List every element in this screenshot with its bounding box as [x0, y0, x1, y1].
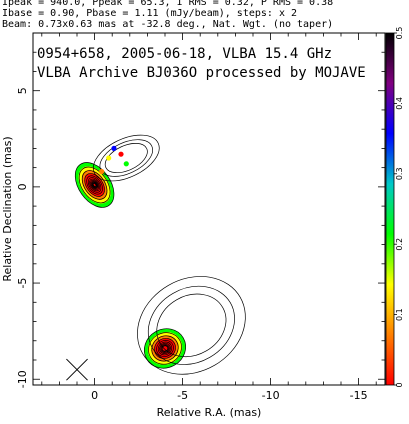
- chart-title-line-1: 0954+658, 2005-06-18, VLBA 15.4 GHz: [37, 46, 332, 62]
- polarization-point-2: [123, 161, 129, 167]
- contour-knot-7: [160, 343, 170, 353]
- x-tick-label: -10: [262, 389, 280, 402]
- contour-inner-jet-2: [104, 143, 148, 174]
- polarization-point-1: [118, 151, 124, 157]
- contour-knot-5: [157, 341, 173, 356]
- contour-core-3: [84, 173, 105, 197]
- contour-knot-6: [159, 342, 171, 354]
- polarization-point-3: [106, 155, 112, 161]
- x-axis-label: Relative R.A. (mas): [157, 406, 262, 419]
- contour-core-1: [78, 166, 111, 204]
- x-tick-label: -15: [350, 389, 368, 402]
- chart-title-line-2: VLBA Archive BJ036O processed by MOJAVE: [37, 65, 366, 81]
- axis-layer: 0 -5 -10 -15 5 0 -5 -10: [16, 32, 385, 402]
- x-tick-label: -5: [177, 389, 188, 402]
- contour-inner-jet-0: [93, 134, 160, 182]
- polarization-point-0: [111, 145, 117, 152]
- polarization-point-4: [99, 168, 105, 175]
- colorbar-tick-label: 0.1: [395, 308, 404, 321]
- contour-extended-jet-1: [147, 285, 235, 365]
- y-tick-label: -10: [16, 370, 29, 388]
- contour-core-9: [91, 181, 98, 189]
- contour-core-7: [90, 179, 100, 191]
- colorbar-tick-label: 0.3: [395, 167, 404, 180]
- contour-core-0: [74, 162, 115, 208]
- contour-knot-2: [151, 335, 179, 362]
- colorbar-tick-label: 0.5: [395, 27, 404, 40]
- contour-extended-jet-2: [156, 293, 227, 358]
- contour-core-5: [87, 177, 102, 193]
- plot-frame: [32, 32, 386, 386]
- header-line-1: Ipeak = 940.0, Ppeak = 65.3, I RMS = 0.3…: [2, 0, 334, 8]
- y-tick-label: 5: [16, 87, 29, 94]
- colorbar-axis: 0 0.1 0.2 0.3 0.4 0.5: [394, 27, 404, 388]
- contour-knot-4: [156, 340, 174, 357]
- beam-marker: [66, 358, 88, 381]
- contour-core-4: [86, 175, 103, 195]
- contour-core-12: [92, 183, 97, 187]
- colorbar-tick-label: 0.2: [395, 238, 404, 251]
- x-tick-label: 0: [91, 389, 98, 402]
- colorbar: [385, 32, 395, 386]
- colorbar-tick-label: 0: [395, 382, 404, 387]
- colorbar-tick-label: 0.4: [395, 97, 404, 110]
- y-tick-label: -5: [16, 278, 29, 289]
- contour-core-6: [89, 178, 101, 192]
- map-layer: [74, 134, 246, 375]
- contour-core-2: [81, 170, 108, 200]
- contour-knot-3: [154, 338, 176, 359]
- contour-extended-jet-0: [137, 276, 246, 375]
- header-line-2: Ibase = 0.90, Pbase = 1.11 (mJy/beam), s…: [2, 8, 298, 19]
- contour-core-8: [91, 180, 99, 190]
- y-axis-label: Relative Declination (mas): [1, 136, 14, 281]
- header-line-3: Beam: 0.73x0.63 mas at -32.8 deg., Nat. …: [2, 19, 334, 30]
- y-tick-label: 0: [16, 183, 29, 190]
